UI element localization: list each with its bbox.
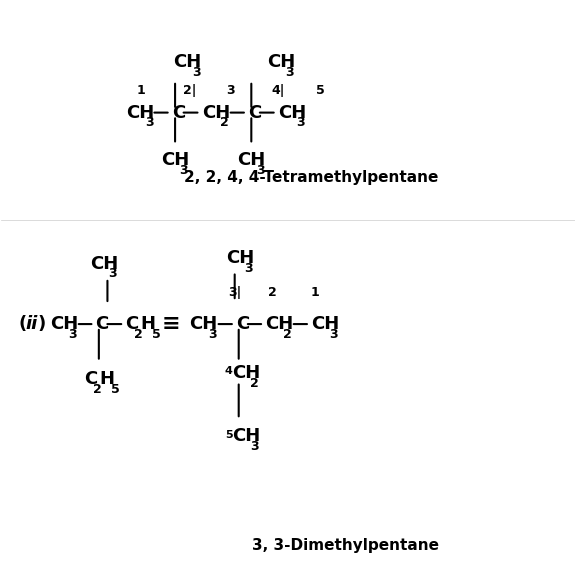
Text: 2: 2: [134, 328, 142, 341]
Text: 1: 1: [311, 286, 320, 299]
Text: C: C: [125, 315, 138, 333]
Text: 3: 3: [145, 116, 153, 130]
Text: CH: CH: [232, 364, 260, 382]
Text: 1: 1: [136, 84, 145, 97]
Text: CH: CH: [190, 315, 218, 333]
Text: 3: 3: [192, 66, 200, 79]
Text: CH: CH: [90, 255, 119, 273]
Text: 5: 5: [225, 430, 233, 439]
Text: 5: 5: [111, 383, 120, 395]
Text: CH: CH: [265, 315, 293, 333]
Text: C: C: [248, 104, 261, 122]
Text: CH: CH: [237, 151, 266, 169]
Text: C: C: [236, 315, 249, 333]
Text: CH: CH: [267, 53, 295, 71]
Text: C: C: [85, 370, 98, 388]
Text: 2: 2: [250, 377, 259, 390]
Text: 3: 3: [227, 84, 235, 97]
Text: C: C: [96, 315, 109, 333]
Text: 2|: 2|: [183, 84, 196, 97]
Text: CH: CH: [173, 53, 202, 71]
Text: 2: 2: [93, 383, 102, 395]
Text: 2, 2, 4, 4-Tetramethylpentane: 2, 2, 4, 4-Tetramethylpentane: [184, 170, 438, 185]
Text: CH: CH: [50, 315, 78, 333]
Text: 5: 5: [316, 84, 324, 97]
Text: CH: CH: [161, 151, 189, 169]
Text: 3: 3: [296, 116, 305, 130]
Text: C: C: [172, 104, 185, 122]
Text: 3: 3: [208, 328, 217, 341]
Text: CH: CH: [126, 104, 154, 122]
Text: 3: 3: [244, 262, 253, 274]
Text: CH: CH: [226, 249, 255, 267]
Text: 3: 3: [285, 66, 294, 79]
Text: CH: CH: [232, 427, 260, 445]
Text: 5: 5: [152, 328, 161, 341]
Text: CH: CH: [311, 315, 339, 333]
Text: 2: 2: [221, 116, 229, 130]
Text: 3: 3: [256, 164, 264, 177]
Text: CH: CH: [202, 104, 230, 122]
Text: (: (: [18, 315, 27, 333]
Text: ≡: ≡: [161, 314, 180, 334]
Text: 2: 2: [283, 328, 292, 341]
Text: ii: ii: [25, 315, 37, 333]
Text: 3: 3: [250, 440, 259, 453]
Text: 4: 4: [225, 367, 233, 376]
Text: 3: 3: [69, 328, 77, 341]
Text: 3: 3: [109, 267, 117, 280]
Text: 3|: 3|: [228, 286, 241, 299]
Text: 4|: 4|: [271, 84, 285, 97]
Text: 3, 3-Dimethylpentane: 3, 3-Dimethylpentane: [252, 538, 439, 554]
Text: CH: CH: [278, 104, 306, 122]
Text: 3: 3: [179, 164, 188, 177]
Text: ): ): [37, 315, 46, 333]
Text: H: H: [140, 315, 155, 333]
Text: 2: 2: [268, 286, 276, 299]
Text: 3: 3: [329, 328, 338, 341]
Text: H: H: [100, 370, 115, 388]
